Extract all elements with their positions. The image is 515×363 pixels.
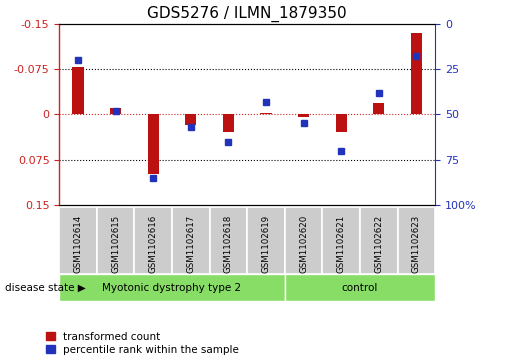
Legend: transformed count, percentile rank within the sample: transformed count, percentile rank withi… (46, 332, 239, 355)
Bar (59, 274, 285, 301)
Text: GSM1102619: GSM1102619 (262, 215, 270, 273)
Bar (322, 207, 360, 274)
Bar (73, 67, 83, 114)
Text: GSM1102617: GSM1102617 (186, 215, 195, 273)
Text: GSM1102621: GSM1102621 (337, 215, 346, 273)
Bar (148, 114, 159, 174)
Bar (97, 207, 134, 274)
Text: GSM1102614: GSM1102614 (74, 215, 82, 273)
Text: GSM1102620: GSM1102620 (299, 215, 308, 273)
Bar (360, 207, 398, 274)
Bar (172, 207, 210, 274)
Bar (110, 108, 121, 114)
Bar (411, 33, 422, 114)
Title: GDS5276 / ILMN_1879350: GDS5276 / ILMN_1879350 (147, 6, 347, 22)
Bar (285, 274, 435, 301)
Bar (223, 114, 234, 132)
Bar (247, 207, 285, 274)
Bar (373, 103, 384, 114)
Bar (261, 113, 271, 114)
Bar (134, 207, 172, 274)
Text: GSM1102618: GSM1102618 (224, 215, 233, 273)
Bar (185, 114, 196, 125)
Text: control: control (342, 283, 378, 293)
Text: GSM1102622: GSM1102622 (374, 215, 383, 273)
Text: GSM1102615: GSM1102615 (111, 215, 120, 273)
Text: GSM1102616: GSM1102616 (149, 215, 158, 273)
Bar (336, 114, 347, 132)
Bar (59, 207, 97, 274)
Text: Myotonic dystrophy type 2: Myotonic dystrophy type 2 (102, 283, 242, 293)
Text: GSM1102623: GSM1102623 (412, 215, 421, 273)
Text: disease state ▶: disease state ▶ (5, 283, 86, 293)
Bar (285, 207, 322, 274)
Bar (398, 207, 435, 274)
Bar (210, 207, 247, 274)
Bar (298, 114, 309, 117)
